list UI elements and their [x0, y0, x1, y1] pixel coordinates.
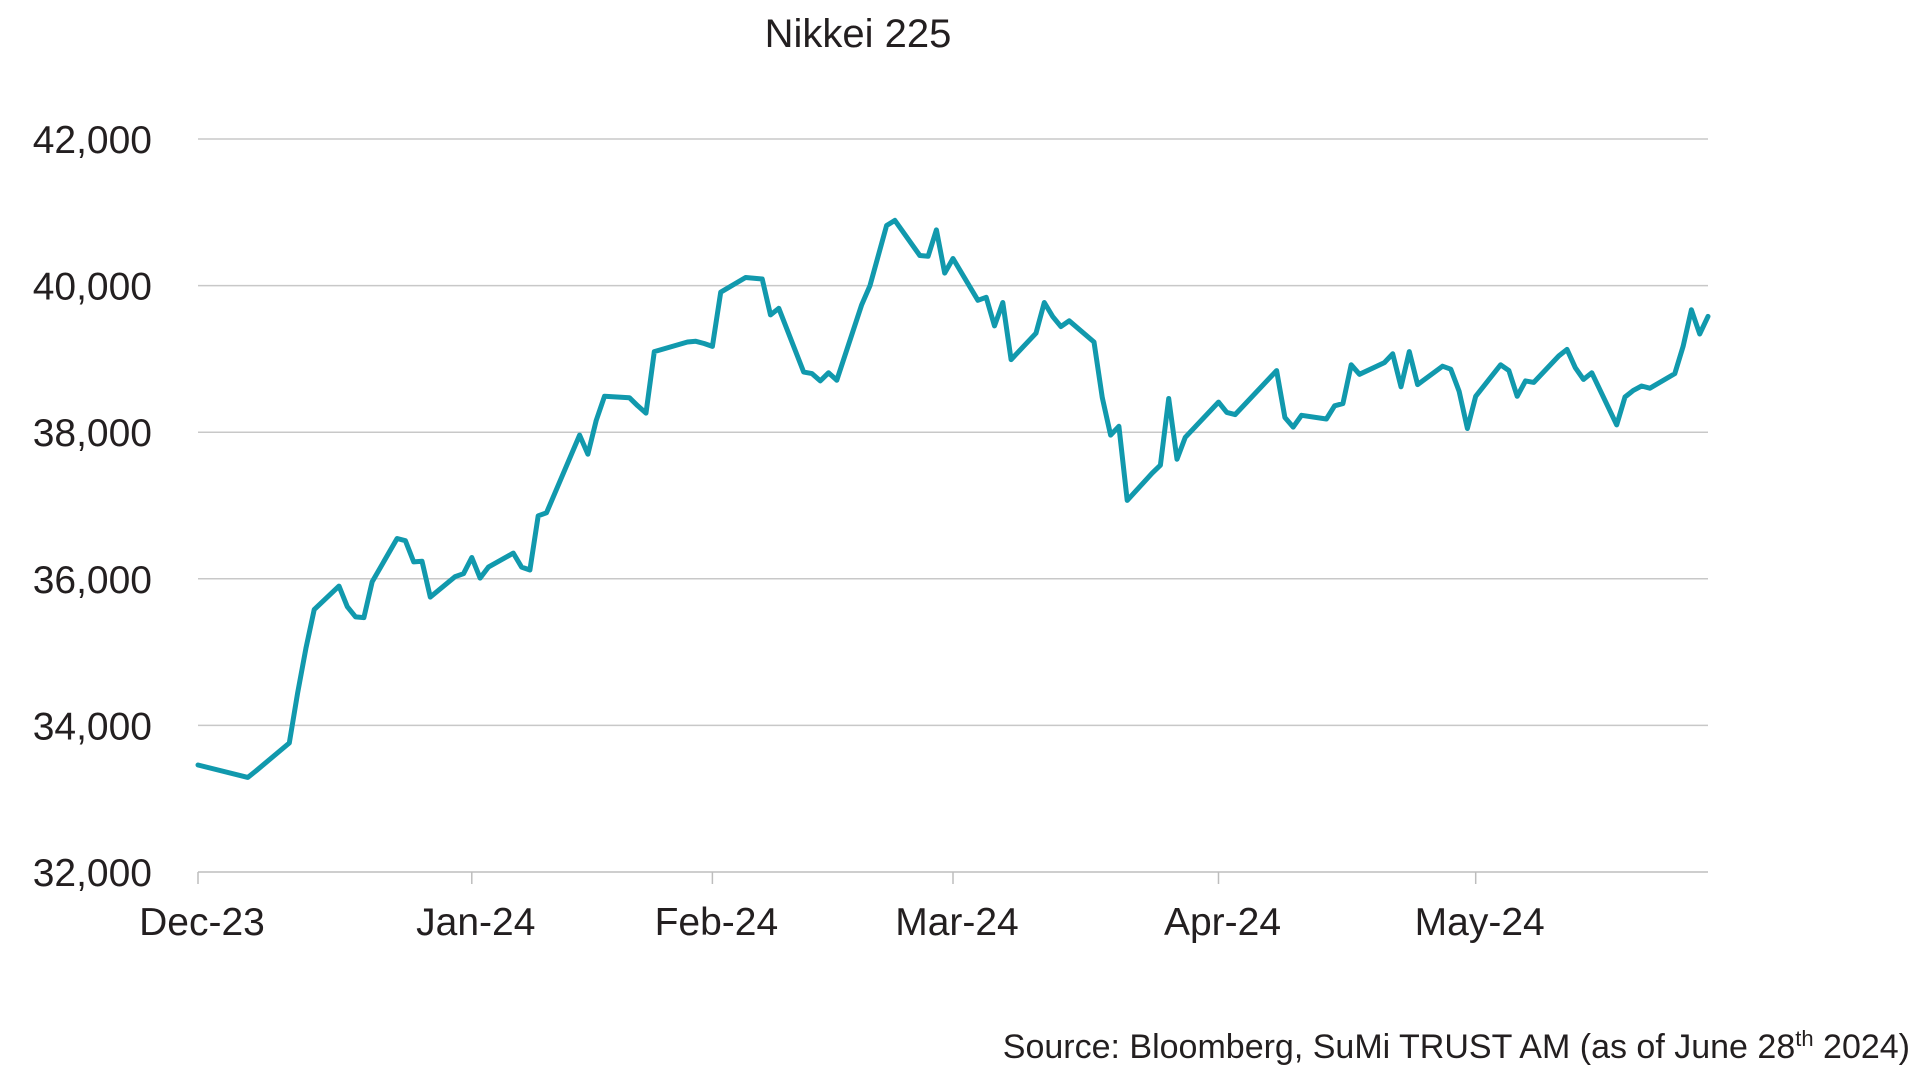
chart-title: Nikkei 225	[765, 12, 952, 56]
series-line-nikkei-225	[195, 217, 1711, 780]
x-tick-label: Mar-24	[895, 901, 1019, 944]
y-tick-label: 38,000	[33, 412, 152, 455]
y-tick-label: 32,000	[33, 852, 152, 895]
y-tick-label: 36,000	[33, 559, 152, 602]
x-axis-ticks: Dec-23 Jan-24 Feb-24 Mar-24 Apr-24 May-24	[139, 872, 1545, 944]
source-superscript: th	[1795, 1026, 1813, 1051]
x-tick-label: Dec-23	[139, 901, 265, 944]
source-text: Source: Bloomberg, SuMi TRUST AM (as of …	[1003, 1028, 1795, 1066]
x-tick-label: Feb-24	[655, 901, 779, 944]
y-axis-ticks: 32,000 34,000 36,000 38,000 40,000 42,000	[33, 119, 152, 895]
x-tick-label: Apr-24	[1164, 901, 1281, 944]
source-suffix: 2024)	[1814, 1028, 1910, 1066]
source-note: Source: Bloomberg, SuMi TRUST AM (as of …	[1003, 1026, 1910, 1066]
y-tick-label: 40,000	[33, 266, 152, 309]
data-points	[197, 220, 1709, 778]
x-tick-label: May-24	[1415, 901, 1545, 944]
gridlines	[198, 138, 1708, 727]
y-tick-label: 42,000	[33, 119, 152, 162]
x-tick-label: Jan-24	[416, 901, 535, 944]
y-tick-label: 34,000	[33, 705, 152, 748]
